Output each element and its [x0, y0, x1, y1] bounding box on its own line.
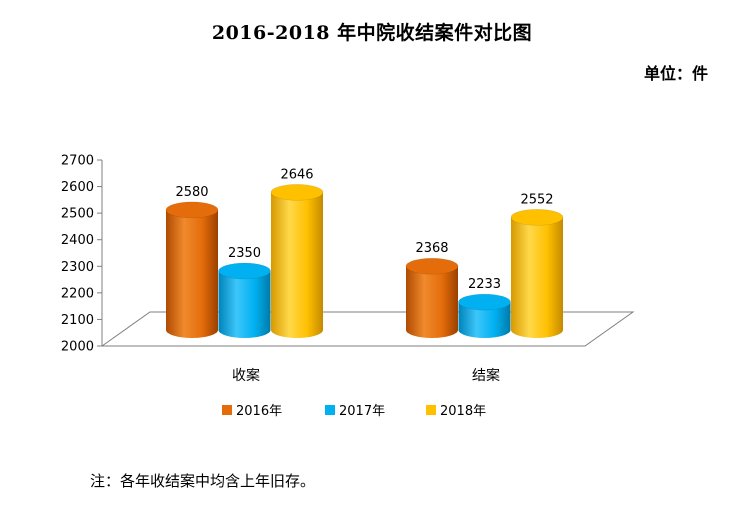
- x-category-label: 收案: [232, 367, 260, 384]
- chart-title: 2016-2018 年中院收结案件对比图: [211, 22, 533, 44]
- bar-cap: [270, 184, 324, 201]
- y-tick-label: 2600: [61, 180, 94, 195]
- x-category-label: 结案: [472, 367, 500, 384]
- bar-body: [271, 192, 323, 338]
- data-label: 2233: [468, 277, 501, 292]
- bar-cap: [165, 201, 219, 219]
- bar-cap: [510, 209, 564, 226]
- legend-entry: 2016年: [236, 404, 282, 419]
- legend-entry: 2018年: [440, 404, 486, 419]
- bar-body: [511, 217, 563, 338]
- y-tick-label: 2700: [61, 154, 94, 169]
- bar-cap: [458, 293, 511, 311]
- labels-layer: 收案 2580 2350 2646 结案 2368 2233 2552: [175, 167, 553, 384]
- y-tick-label: 2000: [61, 340, 94, 355]
- legend: 2016年 2017年 2018年: [222, 404, 486, 419]
- footnote: 注：各年收结案中均含上年旧存。: [90, 472, 316, 490]
- y-tick-label: 2200: [61, 286, 94, 301]
- bars-layer: [165, 184, 564, 338]
- bar-2016年-收案: [165, 201, 219, 338]
- legend-swatch: [222, 405, 232, 415]
- data-label: 2350: [228, 246, 261, 261]
- legend-entry: 2017年: [339, 404, 385, 419]
- bar-2017年-结案: [458, 293, 511, 338]
- bar-body: [458, 302, 511, 338]
- legend-swatch: [426, 405, 436, 415]
- bar-2018年-结案: [510, 209, 564, 338]
- data-label: 2646: [280, 167, 313, 182]
- unit-label: 单位：件: [643, 64, 708, 83]
- y-tick-label: 2500: [61, 207, 94, 222]
- bar-2018年-收案: [270, 184, 324, 338]
- data-label: 2552: [520, 192, 553, 207]
- data-label: 2368: [415, 241, 448, 256]
- y-tick-label: 2300: [61, 260, 94, 275]
- axes-layer: 2000 2100 2200 2300 2400 2500 2600 2700: [61, 154, 635, 355]
- bar-body: [166, 209, 218, 338]
- y-tick-label: 2400: [61, 233, 94, 248]
- bar-2017年-收案: [218, 262, 271, 338]
- chart-floor: [100, 311, 635, 347]
- bar-body: [406, 266, 458, 338]
- bar-cap: [218, 262, 271, 280]
- data-label: 2580: [175, 185, 208, 200]
- bar-cap: [405, 257, 459, 275]
- y-tick-label: 2100: [61, 313, 94, 328]
- bar-body: [218, 271, 271, 338]
- legend-swatch: [325, 405, 335, 415]
- bar-2016年-结案: [405, 257, 459, 338]
